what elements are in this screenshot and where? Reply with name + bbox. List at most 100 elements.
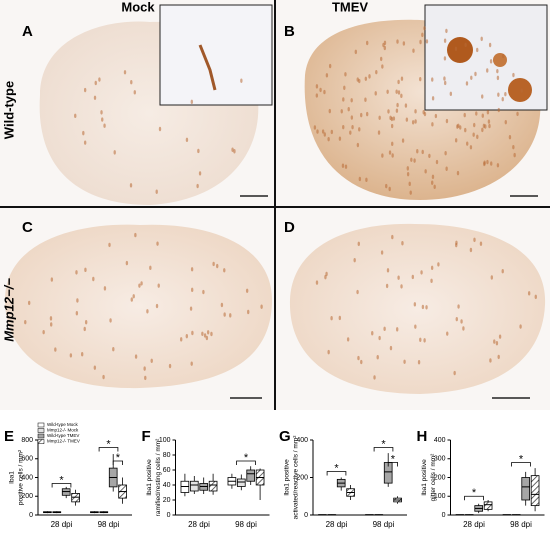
stained-cell (27, 300, 31, 306)
stained-cell (198, 171, 202, 176)
stained-cell (475, 111, 478, 116)
stained-cell (338, 315, 342, 321)
stained-cell (433, 184, 436, 190)
stained-cell (395, 108, 399, 113)
stained-cell (392, 116, 396, 121)
stained-cell (103, 123, 106, 128)
stained-cell (390, 116, 394, 122)
stained-cell (504, 91, 507, 97)
y-tick-label: 600 (21, 456, 33, 463)
significance-bracket (373, 447, 394, 452)
stained-cell (50, 322, 53, 327)
stained-cell (168, 363, 172, 369)
stained-cell (493, 339, 496, 344)
stained-cell (456, 170, 460, 176)
legend-label: Mmp12-/- Mock (47, 428, 79, 433)
stained-cell (327, 136, 330, 142)
stained-cell (388, 186, 391, 192)
stained-cell (414, 109, 417, 114)
stained-cell (411, 120, 415, 125)
stained-cell (513, 152, 516, 158)
stained-cell (443, 56, 447, 61)
stained-cell (482, 123, 486, 129)
stained-cell (144, 375, 147, 381)
stained-cell (206, 330, 210, 335)
box (236, 478, 246, 487)
cell (447, 37, 473, 63)
significance-bracket (51, 483, 72, 488)
column-label: TMEV (332, 0, 368, 14)
stained-cell (134, 354, 138, 359)
box (530, 475, 540, 507)
stained-cell (360, 112, 363, 118)
stained-cell (497, 92, 500, 97)
stained-cell (240, 78, 243, 83)
stained-cell (419, 76, 422, 82)
stained-cell (501, 269, 504, 274)
stained-cell (82, 130, 85, 136)
stained-cell (395, 89, 398, 94)
panel-letter: G (279, 428, 291, 445)
stained-cell (132, 294, 135, 299)
stained-cell (351, 124, 354, 130)
stained-cell (101, 117, 104, 122)
x-tick-label: 28 dpi (326, 520, 348, 529)
legend-label: Wild-type Mock (47, 422, 79, 427)
stained-cell (205, 335, 209, 341)
stained-cell (445, 166, 448, 171)
stained-cell (100, 110, 103, 115)
stained-cell (411, 274, 415, 280)
stained-cell (400, 93, 403, 99)
stained-cell (364, 97, 367, 102)
column-label: Mock (121, 0, 155, 14)
stained-cell (357, 355, 360, 361)
stained-cell (216, 263, 219, 269)
stained-cell (464, 127, 467, 133)
stained-cell (431, 96, 435, 101)
stained-cell (180, 337, 183, 342)
stained-cell (395, 327, 399, 332)
stained-cell (479, 241, 483, 246)
y-tick-label: 60 (163, 467, 171, 474)
stained-cell (443, 76, 446, 81)
stained-cell (92, 276, 95, 282)
stained-cell (350, 98, 353, 103)
stained-cell (397, 90, 401, 95)
stained-cell (508, 134, 512, 140)
panel-letter: A (22, 23, 33, 40)
stained-cell (374, 91, 377, 96)
stained-cell (497, 354, 500, 360)
stained-cell (202, 289, 205, 295)
y-tick-label: 300 (434, 456, 446, 463)
stained-cell (377, 130, 381, 135)
stained-cell (49, 316, 53, 321)
stained-cell (445, 28, 448, 34)
stained-cell (416, 148, 419, 154)
stained-cell (421, 149, 424, 155)
stained-cell (109, 318, 112, 323)
stained-cell (220, 302, 224, 308)
stained-cell (527, 291, 531, 296)
stained-cell (344, 164, 348, 169)
stained-cell (368, 74, 371, 79)
y-tick-label: 100 (434, 493, 446, 500)
stained-cell (504, 119, 507, 125)
stained-cell (496, 68, 499, 74)
y-axis-label: activated/reactive cells / mm² (293, 435, 300, 520)
stained-cell (424, 169, 427, 174)
y-axis-label: Iba1 positive (421, 459, 428, 496)
stained-cell (366, 40, 369, 46)
stained-cell (203, 333, 207, 338)
stained-cell (391, 234, 394, 240)
stained-cell (463, 112, 466, 118)
stained-cell (408, 181, 411, 187)
stained-cell (434, 113, 438, 119)
stained-cell (400, 284, 403, 289)
stained-cell (358, 176, 362, 182)
stained-cell (423, 26, 426, 31)
stained-cell (375, 69, 378, 75)
stained-cell (197, 148, 200, 154)
stained-cell (403, 359, 406, 365)
stained-cell (143, 366, 146, 371)
x-tick-label: 98 dpi (373, 520, 395, 529)
